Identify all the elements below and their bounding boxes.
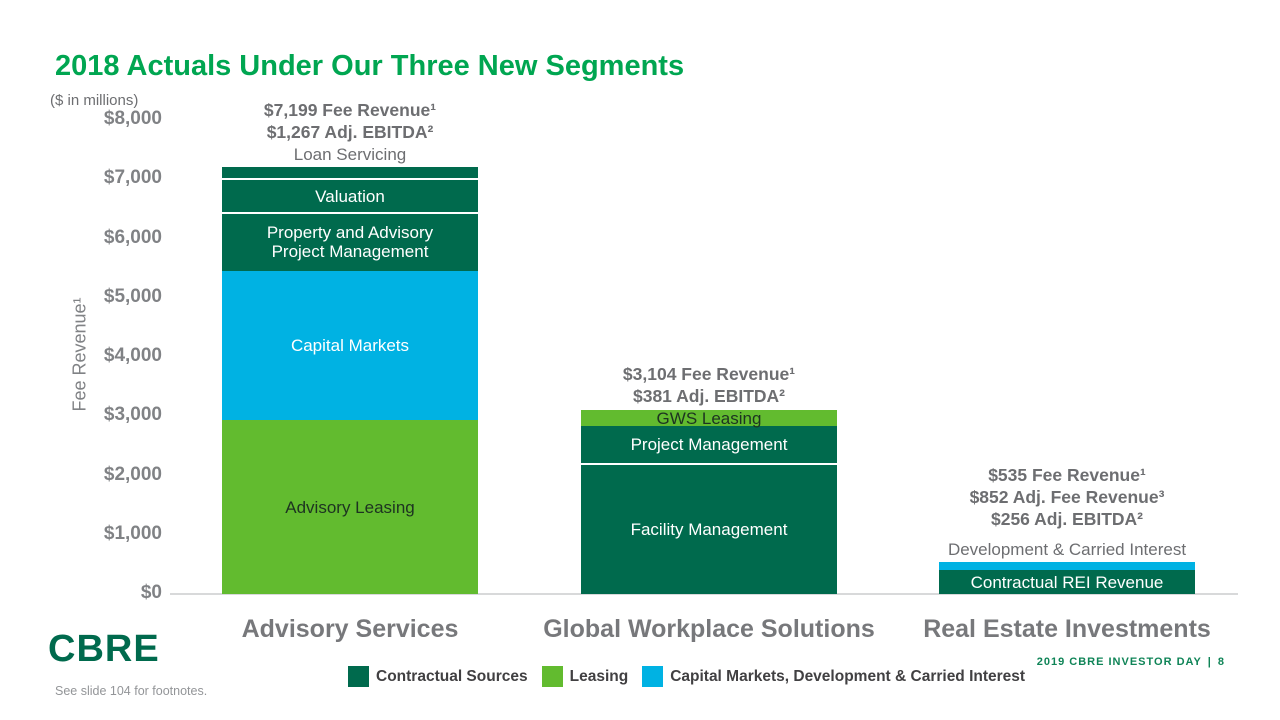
y-axis-tick-1000: $1,000 [103, 522, 162, 544]
segment-property-and-advisory-project-management: Property and Advisory Project Management [222, 213, 478, 271]
segment-label-line: Project Management [630, 434, 788, 454]
segment-label-line: GWS Leasing [656, 408, 762, 428]
annotation-line: $852 Adj. Fee Revenue³ [969, 487, 1165, 507]
y-axis-tick-3000: $3,000 [103, 404, 162, 426]
legend-label: Contractual Sources [376, 667, 528, 685]
segment-label-property-and-advisory-project-management: Property and Advisory Project Management [267, 223, 433, 261]
legend-item-leasing: Leasing [541, 666, 629, 687]
y-axis-tick-2000: $2,000 [103, 463, 162, 485]
annotation-line: $3,104 Fee Revenue¹ [622, 364, 796, 384]
segment-facility-management: Facility Management [581, 464, 837, 594]
y-axis-tick-0: $0 [140, 582, 162, 603]
category-label-real-estate-investments: Real Estate Investments [923, 615, 1211, 643]
segment-gws-leasing: GWS Leasing [581, 409, 837, 428]
segment-label-gws-leasing: GWS Leasing [657, 409, 762, 428]
segment-label-line: Advisory Leasing [285, 497, 415, 517]
legend-swatch-capital [642, 666, 664, 687]
segment-advisory-leasing: Advisory Leasing [222, 420, 478, 594]
segment-label-valuation: Valuation [315, 187, 385, 206]
y-axis-tick-5000: $5,000 [103, 285, 162, 307]
annotation-line: $7,199 Fee Revenue¹ [263, 100, 437, 120]
bar-annotation-global-workplace-solutions: $3,104 Fee Revenue¹ $381 Adj. EBITDA² [479, 363, 939, 407]
category-label-global-workplace-solutions: Global Workplace Solutions [543, 615, 875, 643]
annotation-line: $381 Adj. EBITDA² [632, 386, 786, 406]
segment-label-line: Property and Advisory [266, 223, 434, 243]
annotation-line: $1,267 Adj. EBITDA² [266, 122, 434, 142]
legend-swatch-leasing [541, 666, 563, 687]
y-axis-tick-7000: $7,000 [103, 167, 162, 189]
segment-label-capital-markets: Capital Markets [291, 336, 409, 355]
bar-annotation-real-estate-investments: $535 Fee Revenue¹ $852 Adj. Fee Revenue³ $… [837, 464, 1280, 530]
footer-deck-label: 2019 CBRE INVESTOR DAY [1036, 656, 1202, 668]
y-axis-tick-4000: $4,000 [103, 345, 162, 366]
segment-loan-servicing [222, 167, 478, 181]
segment-label-line: Facility Management [630, 519, 788, 539]
segment-label-project-management: Project Management [631, 435, 788, 454]
segment-label-advisory-leasing: Advisory Leasing [285, 498, 414, 517]
legend-swatch-contractual [348, 666, 369, 687]
segment-development-carried-interest [939, 562, 1195, 571]
segment-capital-markets: Capital Markets [222, 270, 478, 421]
category-label-advisory-services: Advisory Services [241, 615, 459, 643]
y-axis-tick-8000: $8,000 [103, 108, 162, 129]
annotation-line: $256 Adj. EBITDA² [990, 509, 1144, 529]
units-note: ($ in millions) [50, 92, 139, 109]
chart-legend: Contractual Sources Leasing Capital Market… [348, 666, 1025, 687]
segment-label-contractual-rei-revenue: Contractual REI Revenue [971, 573, 1164, 592]
footer-page-number: 8 [1217, 656, 1225, 668]
segment-label-line: Capital Markets [290, 335, 410, 355]
legend-label: Leasing [569, 667, 629, 685]
y-axis-tick-6000: $6,000 [103, 226, 162, 248]
segment-label-development-carried-interest: Development & Carried Interest [947, 540, 1187, 560]
segment-label-loan-servicing: Loan Servicing [293, 145, 407, 165]
segment-contractual-rei-revenue: Contractual REI Revenue [939, 570, 1195, 594]
cbre-logo: CBRE [48, 628, 160, 670]
legend-item-contractual-sources: Contractual Sources [348, 666, 528, 687]
segment-project-management: Project Management [581, 426, 837, 465]
footer-page-info: 2019 CBRE INVESTOR DAY | 8 [1031, 656, 1225, 668]
segment-valuation: Valuation [222, 180, 478, 214]
annotation-line: $535 Fee Revenue¹ [988, 465, 1146, 485]
footer-separator: | [1207, 656, 1212, 668]
segment-label-line: Contractual REI Revenue [970, 572, 1164, 592]
segment-label-line: Project Management [271, 242, 429, 262]
bar-annotation-advisory-services: $7,199 Fee Revenue¹ $1,267 Adj. EBITDA² [120, 99, 580, 143]
x-axis-baseline [170, 593, 1238, 595]
segment-label-facility-management: Facility Management [631, 520, 788, 539]
segment-label-line: Valuation [315, 186, 385, 206]
footnote-text: See slide 104 for footnotes. [55, 684, 208, 698]
slide-title: 2018 Actuals Under Our Three New Segment… [55, 50, 685, 82]
legend-item-capital-markets-development-carried-interest: Capital Markets, Development & Carried I… [642, 666, 1025, 687]
legend-label: Capital Markets, Development & Carried I… [670, 667, 1026, 685]
